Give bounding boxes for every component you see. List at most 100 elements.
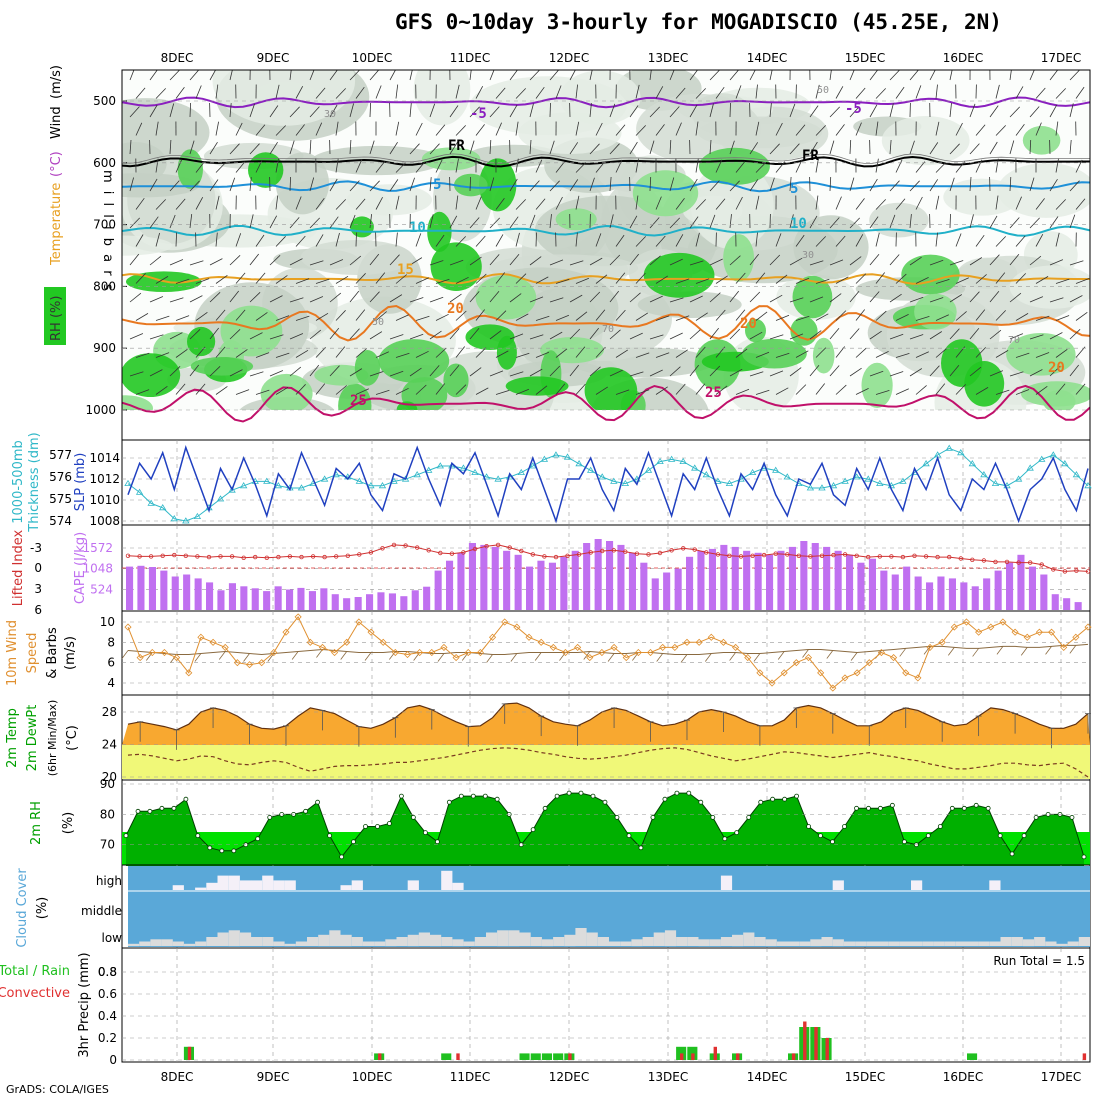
wind-barb [475,196,482,210]
low-cloud-bar [698,939,710,947]
wind-barb [509,293,522,303]
wind-barb [235,233,242,247]
run-total-label: Run Total = 1.5 [993,954,1085,968]
wind-barb [535,276,549,284]
wind-barb [349,180,360,192]
thickness-point [1026,464,1034,471]
low-cloud-bar [653,932,665,946]
wind-barb [1009,292,1022,303]
precip-total-bar [541,1053,552,1060]
wind-barb [129,139,132,155]
wind-barb [929,70,936,81]
wind-barb [655,352,670,358]
wind-barb [895,388,909,395]
cape-bar [366,594,374,610]
wind-barb [635,352,650,358]
surface-wind-barb [680,654,688,663]
wind-barb [1069,260,1084,266]
thickness-line [127,447,1089,522]
wind-barb [129,217,140,229]
wind-barb [1029,255,1042,266]
li-point [287,554,293,559]
wind-speed-point [258,659,266,667]
wind-barb [209,327,220,340]
thickness-tick-label: 575 [49,492,72,506]
cape-bar [594,539,602,610]
y-tick-label: 600 [93,156,116,170]
rh-point [902,839,907,845]
rh-point [470,793,476,799]
wind-barb [1015,124,1025,136]
wind-barb [589,143,600,155]
wind-barb [449,259,464,266]
wind-barb [649,140,655,155]
wind-barb [1015,352,1030,358]
wind-barb [549,259,564,266]
wind-barb [1069,329,1081,340]
upper-air-ylabel: RH (%) Temperature (°C) Wind (m/s) [44,65,66,345]
thickness-point [552,451,560,458]
surface-wind-barb [413,652,420,661]
wind-barbs-label: & Barbs [45,627,60,679]
thickness-point [667,455,676,462]
wind-barb [409,143,420,155]
wind-barb [809,141,818,155]
li-point [403,543,408,548]
cape-bar [217,590,225,610]
wind-barb [295,196,302,210]
li-point [785,552,790,557]
contour-label: 5 [790,181,798,197]
rh-point [746,815,752,820]
li-point [866,554,871,560]
thickness-point [806,484,815,491]
wind-barb [215,274,228,284]
wind-barb [549,140,555,155]
wind-barb [229,329,241,340]
wind-barb [1009,106,1020,118]
wind-barb [455,158,459,173]
wind-barb [989,105,999,118]
low-cloud-bar [709,939,721,947]
rh-point [422,830,428,835]
thickness-point [656,457,664,464]
low-cloud-bar [295,941,307,946]
wind-barb [969,291,980,303]
li-point [206,554,212,560]
wind-barb [249,253,260,266]
wind-barb [215,162,226,173]
temp-area [122,703,1090,745]
li-point [530,552,535,557]
wind-barb [775,314,790,321]
cape-bar [503,550,511,610]
wind-barb [275,84,280,99]
low-cloud-bar [418,932,430,946]
thickness-point [679,457,687,464]
wind-barb [169,366,181,377]
wind-barb [189,70,200,81]
high-cloud-bar [273,880,285,890]
cape-bar [491,546,499,610]
wind-barb [449,365,460,377]
precip-axis-label: 3hr Precip (mm) [77,952,92,1057]
precip-total-bar [441,1053,452,1060]
axis-labels: m i l l i b a r s RH (%) Temperature (°C) Wi… [0,65,115,1058]
wind-barb [875,121,879,136]
wind-speed-point [488,633,497,641]
cape-bar [263,591,271,610]
wind-barb [349,368,363,377]
wind-barb [675,383,686,395]
wind-barb [375,85,382,99]
li-point [519,548,524,554]
li-point [796,553,801,558]
wind-barb [935,279,950,284]
wind-barb [575,277,590,284]
cape-bar [788,546,796,610]
x-tick-label-top: 10DEC [352,51,392,65]
low-cloud-bar [430,934,442,947]
li-point [900,554,906,560]
rh-moist-region [378,339,450,383]
wind-barb [635,389,650,395]
wind-barb [609,103,616,118]
cape-bar [1006,562,1014,610]
wind-barb [929,297,944,303]
